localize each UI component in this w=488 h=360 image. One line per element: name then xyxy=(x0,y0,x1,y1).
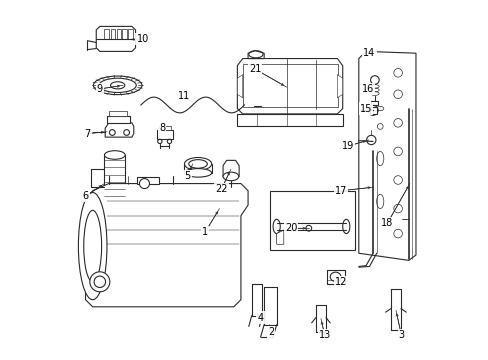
Polygon shape xyxy=(105,123,134,137)
Text: 7: 7 xyxy=(84,129,90,139)
Bar xyxy=(110,29,115,39)
Bar xyxy=(137,177,159,184)
Text: 19: 19 xyxy=(341,141,353,151)
Text: 8: 8 xyxy=(159,123,165,133)
Polygon shape xyxy=(337,75,342,98)
Circle shape xyxy=(139,179,149,189)
Text: 15: 15 xyxy=(359,104,371,113)
Bar xyxy=(159,126,171,130)
Polygon shape xyxy=(358,51,415,260)
Bar xyxy=(269,191,354,249)
Polygon shape xyxy=(85,184,247,307)
Text: 4: 4 xyxy=(257,312,263,323)
Text: 13: 13 xyxy=(318,330,330,341)
Bar xyxy=(108,111,126,116)
Polygon shape xyxy=(237,75,242,98)
Ellipse shape xyxy=(184,168,211,177)
Text: 21: 21 xyxy=(248,64,261,74)
Bar xyxy=(122,29,127,39)
Bar xyxy=(116,29,121,39)
Text: 2: 2 xyxy=(267,327,274,337)
Bar xyxy=(107,116,130,123)
Text: 18: 18 xyxy=(381,218,393,228)
Text: 17: 17 xyxy=(334,186,346,196)
Polygon shape xyxy=(369,107,376,114)
Polygon shape xyxy=(247,51,264,59)
Bar xyxy=(157,130,173,139)
Bar xyxy=(326,270,344,284)
Text: 11: 11 xyxy=(177,91,189,101)
Text: 3: 3 xyxy=(398,330,404,341)
Ellipse shape xyxy=(272,219,280,234)
Bar xyxy=(260,102,266,108)
Text: 10: 10 xyxy=(136,34,148,44)
Ellipse shape xyxy=(78,193,107,300)
Bar xyxy=(128,29,133,39)
Bar xyxy=(104,155,125,202)
Ellipse shape xyxy=(93,76,142,95)
Ellipse shape xyxy=(104,197,125,206)
Ellipse shape xyxy=(370,76,378,84)
Text: 5: 5 xyxy=(184,171,190,181)
Text: 16: 16 xyxy=(361,84,373,94)
Circle shape xyxy=(90,272,110,292)
Ellipse shape xyxy=(184,157,211,170)
Text: 22: 22 xyxy=(215,184,227,194)
Polygon shape xyxy=(370,101,378,105)
Text: 1: 1 xyxy=(202,227,208,237)
Ellipse shape xyxy=(104,151,125,159)
Text: 20: 20 xyxy=(284,223,297,233)
Polygon shape xyxy=(237,114,342,126)
Bar xyxy=(104,29,109,39)
Text: 14: 14 xyxy=(363,48,375,58)
Polygon shape xyxy=(276,230,283,244)
Bar xyxy=(242,101,254,109)
Ellipse shape xyxy=(342,219,349,234)
Polygon shape xyxy=(237,59,342,114)
Bar xyxy=(242,64,338,107)
Ellipse shape xyxy=(223,172,238,181)
Polygon shape xyxy=(223,160,239,180)
Text: 6: 6 xyxy=(82,191,88,201)
Polygon shape xyxy=(96,26,135,51)
Text: 9: 9 xyxy=(97,84,102,94)
Text: 12: 12 xyxy=(334,277,346,287)
